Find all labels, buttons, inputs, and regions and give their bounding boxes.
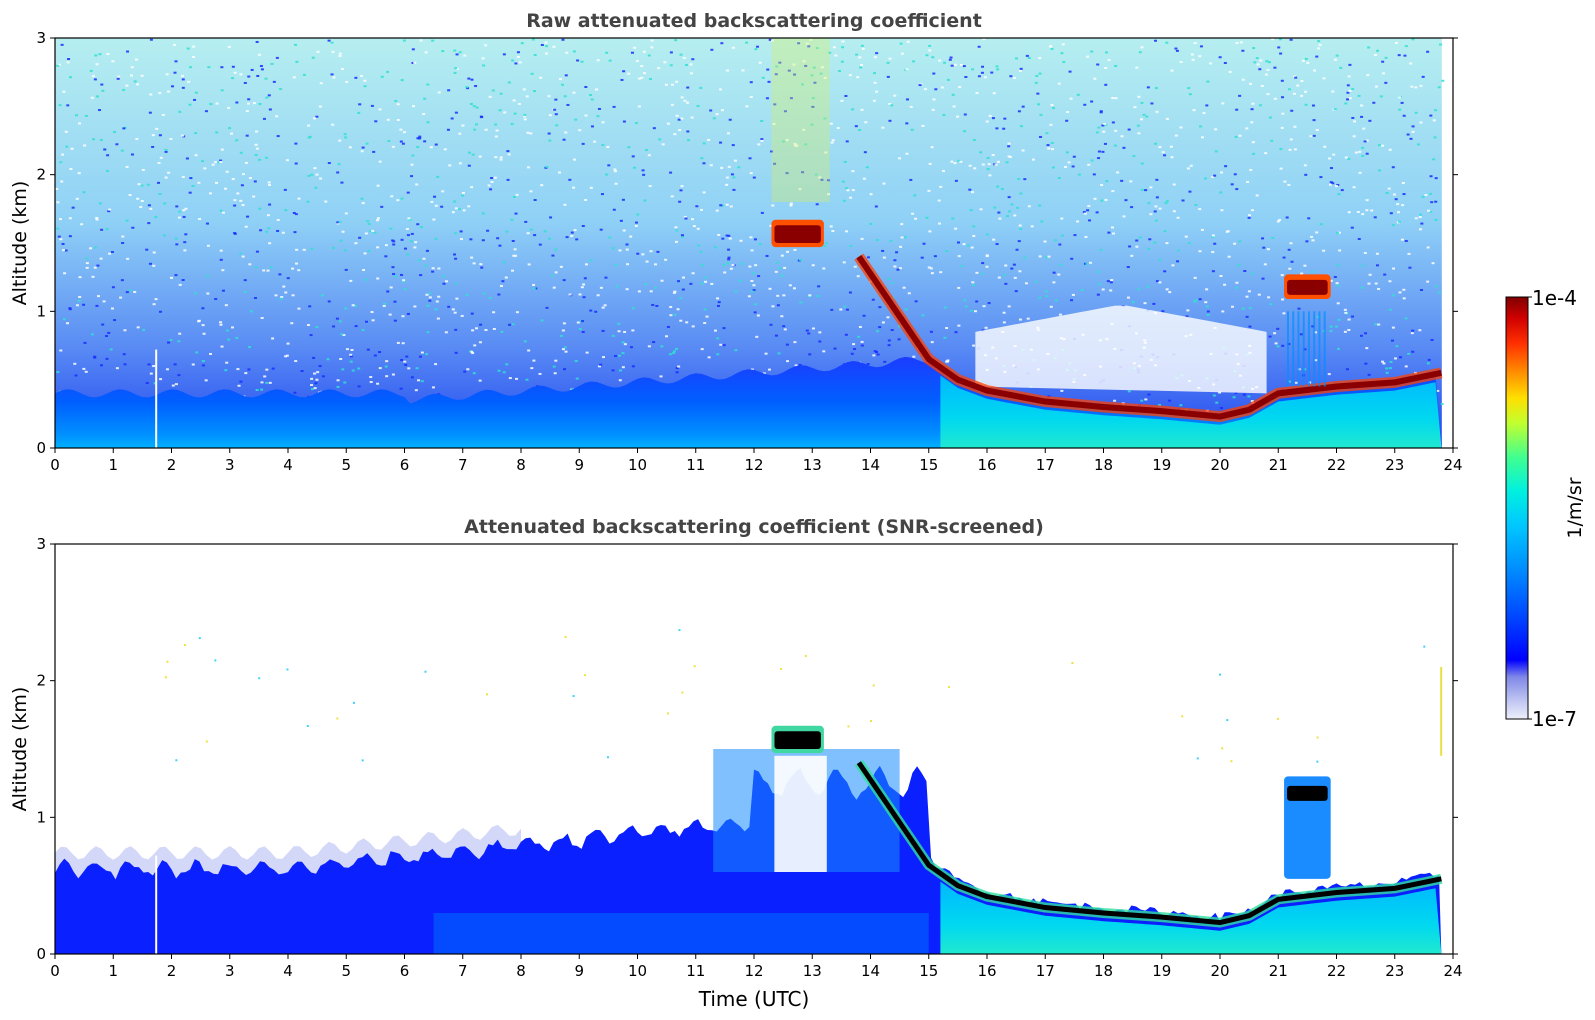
bl-top-line bbox=[856, 761, 1442, 926]
x-tick-label: 0 bbox=[50, 962, 60, 980]
x-tick-label: 3 bbox=[225, 456, 235, 474]
x-tick-label: 24 bbox=[1443, 962, 1462, 980]
top-x-axis: 0 1 2 3 4 5 6 7 8 9 10 11 12 13 14 15 16 17 18 19 20 21 22 23 24 bbox=[50, 448, 1463, 474]
x-tick-label: 1 bbox=[108, 962, 118, 980]
x-tick-label: 16 bbox=[977, 456, 996, 474]
x-tick-label: 9 bbox=[574, 456, 584, 474]
x-tick-label: 23 bbox=[1385, 962, 1404, 980]
y-tick-label: 1 bbox=[36, 808, 46, 826]
x-tick-label: 19 bbox=[1152, 456, 1171, 474]
noise-streak bbox=[1440, 667, 1443, 756]
bottom-x-axis: 0 1 2 3 4 5 6 7 8 9 10 11 12 13 14 15 16 17 18 19 20 21 22 23 24 bbox=[50, 954, 1463, 980]
x-tick-label: 21 bbox=[1269, 456, 1288, 474]
x-tick-label: 8 bbox=[516, 962, 526, 980]
bottom-panel: Attenuated backscattering coefficient (S… bbox=[9, 516, 1463, 1011]
clear-air-region bbox=[975, 305, 1267, 394]
bottom-x-label: Time (UTC) bbox=[698, 987, 810, 1011]
x-tick-label: 22 bbox=[1327, 456, 1346, 474]
x-tick-label: 4 bbox=[283, 962, 293, 980]
cloud bbox=[1287, 785, 1328, 801]
data-gap bbox=[155, 855, 158, 954]
x-tick-label: 18 bbox=[1094, 962, 1113, 980]
x-tick-label: 3 bbox=[225, 962, 235, 980]
x-tick-label: 18 bbox=[1094, 456, 1113, 474]
boundary-layer-late bbox=[940, 375, 1442, 448]
y-tick-label: 0 bbox=[36, 439, 46, 457]
x-tick-label: 15 bbox=[919, 456, 938, 474]
x-tick-label: 12 bbox=[744, 456, 763, 474]
x-tick-label: 10 bbox=[628, 456, 647, 474]
x-tick-label: 5 bbox=[341, 962, 351, 980]
colorbar: 1e-4 1e-7 1/m/sr bbox=[1505, 286, 1586, 731]
boundary-layer-late bbox=[940, 881, 1442, 954]
x-tick-label: 13 bbox=[803, 962, 822, 980]
colorbar-min-label: 1e-7 bbox=[1532, 707, 1577, 731]
x-tick-label: 14 bbox=[861, 962, 880, 980]
x-tick-label: 7 bbox=[458, 456, 468, 474]
x-tick-label: 1 bbox=[108, 456, 118, 474]
data-gap bbox=[155, 349, 158, 448]
x-tick-label: 6 bbox=[400, 962, 410, 980]
colorbar-max-label: 1e-4 bbox=[1532, 286, 1577, 310]
x-tick-label: 4 bbox=[283, 456, 293, 474]
x-tick-label: 24 bbox=[1443, 456, 1462, 474]
top-y-label: Altitude (km) bbox=[9, 181, 31, 306]
cloud bbox=[774, 225, 821, 243]
colorbar-bar bbox=[1505, 296, 1529, 720]
cloud bbox=[774, 731, 821, 749]
x-tick-label: 9 bbox=[574, 962, 584, 980]
x-tick-label: 8 bbox=[516, 456, 526, 474]
x-tick-label: 14 bbox=[861, 456, 880, 474]
screened-gap bbox=[774, 755, 827, 872]
x-tick-label: 11 bbox=[686, 456, 705, 474]
cloud-column bbox=[1284, 776, 1331, 879]
bottom-y-axis: 0 1 2 3 bbox=[36, 535, 1458, 963]
x-tick-label: 12 bbox=[744, 962, 763, 980]
y-tick-label: 3 bbox=[36, 535, 46, 553]
x-tick-label: 0 bbox=[50, 456, 60, 474]
colorbar-unit-label: 1/m/sr bbox=[1564, 477, 1586, 538]
x-tick-label: 16 bbox=[977, 962, 996, 980]
y-tick-label: 2 bbox=[36, 672, 46, 690]
x-tick-label: 17 bbox=[1036, 456, 1055, 474]
x-tick-label: 13 bbox=[803, 456, 822, 474]
x-tick-label: 2 bbox=[167, 962, 177, 980]
x-tick-label: 23 bbox=[1385, 456, 1404, 474]
x-tick-label: 20 bbox=[1210, 962, 1229, 980]
bottom-title: Attenuated backscattering coefficient (S… bbox=[464, 516, 1044, 538]
x-tick-label: 6 bbox=[400, 456, 410, 474]
top-panel: Raw attenuated backscattering coefficien… bbox=[9, 10, 1463, 474]
noise-speckle bbox=[55, 38, 1445, 416]
x-tick-label: 5 bbox=[341, 456, 351, 474]
bottom-y-label: Altitude (km) bbox=[9, 687, 31, 812]
y-tick-label: 1 bbox=[36, 302, 46, 320]
x-tick-label: 10 bbox=[628, 962, 647, 980]
x-tick-label: 11 bbox=[686, 962, 705, 980]
y-tick-label: 3 bbox=[36, 29, 46, 47]
x-tick-label: 15 bbox=[919, 962, 938, 980]
x-tick-label: 17 bbox=[1036, 962, 1055, 980]
noise-column bbox=[771, 38, 830, 202]
bl-top-line bbox=[856, 254, 1442, 420]
x-tick-label: 2 bbox=[167, 456, 177, 474]
x-tick-label: 20 bbox=[1210, 456, 1229, 474]
x-tick-label: 19 bbox=[1152, 962, 1171, 980]
top-heatmap bbox=[55, 38, 1445, 448]
bottom-heatmap bbox=[55, 544, 1453, 954]
top-y-axis: 0 1 2 3 bbox=[36, 29, 1458, 457]
cloud bbox=[1287, 279, 1328, 295]
y-tick-label: 0 bbox=[36, 945, 46, 963]
x-tick-label: 21 bbox=[1269, 962, 1288, 980]
y-tick-label: 2 bbox=[36, 166, 46, 184]
top-title: Raw attenuated backscattering coefficien… bbox=[526, 10, 982, 32]
x-tick-label: 7 bbox=[458, 962, 468, 980]
x-tick-label: 22 bbox=[1327, 962, 1346, 980]
